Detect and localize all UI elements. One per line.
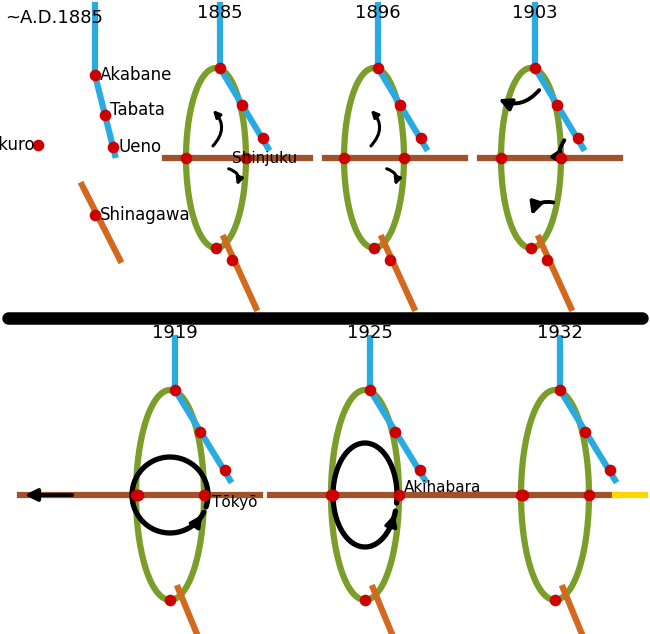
- Text: 1925: 1925: [347, 324, 393, 342]
- Point: [604, 465, 615, 475]
- Point: [518, 490, 528, 500]
- Point: [181, 153, 191, 163]
- Text: 1919: 1919: [152, 324, 198, 342]
- Point: [555, 385, 566, 395]
- Point: [516, 490, 526, 500]
- Text: 1932: 1932: [537, 324, 583, 342]
- Point: [195, 427, 205, 437]
- Point: [240, 153, 251, 163]
- Point: [530, 63, 540, 73]
- Point: [108, 142, 118, 152]
- Point: [496, 153, 506, 163]
- Point: [360, 595, 370, 605]
- Point: [416, 133, 426, 143]
- Point: [211, 243, 221, 253]
- Text: ~A.D.1885: ~A.D.1885: [5, 9, 103, 27]
- Point: [133, 490, 143, 500]
- Point: [369, 243, 379, 253]
- Point: [526, 243, 536, 253]
- Text: Ikebukuro: Ikebukuro: [0, 136, 35, 154]
- Point: [373, 63, 384, 73]
- Point: [165, 595, 176, 605]
- Point: [237, 100, 247, 110]
- Point: [365, 385, 375, 395]
- Point: [542, 255, 552, 265]
- Text: Akabane: Akabane: [100, 66, 172, 84]
- Text: Shinagawa: Shinagawa: [100, 206, 190, 224]
- Point: [339, 153, 349, 163]
- Text: 1885: 1885: [197, 4, 243, 22]
- Point: [220, 465, 230, 475]
- Text: 1896: 1896: [355, 4, 401, 22]
- Point: [131, 490, 141, 500]
- Point: [90, 210, 100, 220]
- Point: [32, 140, 43, 150]
- Point: [90, 70, 100, 80]
- Point: [199, 490, 209, 500]
- Point: [390, 427, 400, 437]
- Point: [258, 133, 268, 143]
- Point: [399, 153, 410, 163]
- Point: [584, 490, 594, 500]
- Point: [100, 110, 110, 120]
- Point: [552, 100, 562, 110]
- Text: Tabata: Tabata: [110, 101, 165, 119]
- Point: [395, 100, 405, 110]
- Point: [394, 490, 404, 500]
- Point: [385, 255, 395, 265]
- Point: [415, 465, 425, 475]
- Point: [550, 595, 560, 605]
- Point: [170, 385, 180, 395]
- Point: [556, 153, 566, 163]
- Point: [227, 255, 237, 265]
- Text: Akihabara: Akihabara: [404, 479, 482, 495]
- Point: [328, 490, 338, 500]
- Point: [214, 63, 225, 73]
- Point: [573, 133, 583, 143]
- Point: [326, 490, 336, 500]
- Text: Ueno: Ueno: [118, 138, 161, 156]
- Text: Tōkyō: Tōkyō: [212, 496, 257, 510]
- Text: 1903: 1903: [512, 4, 558, 22]
- Text: Shinjuku: Shinjuku: [232, 150, 297, 165]
- Point: [580, 427, 590, 437]
